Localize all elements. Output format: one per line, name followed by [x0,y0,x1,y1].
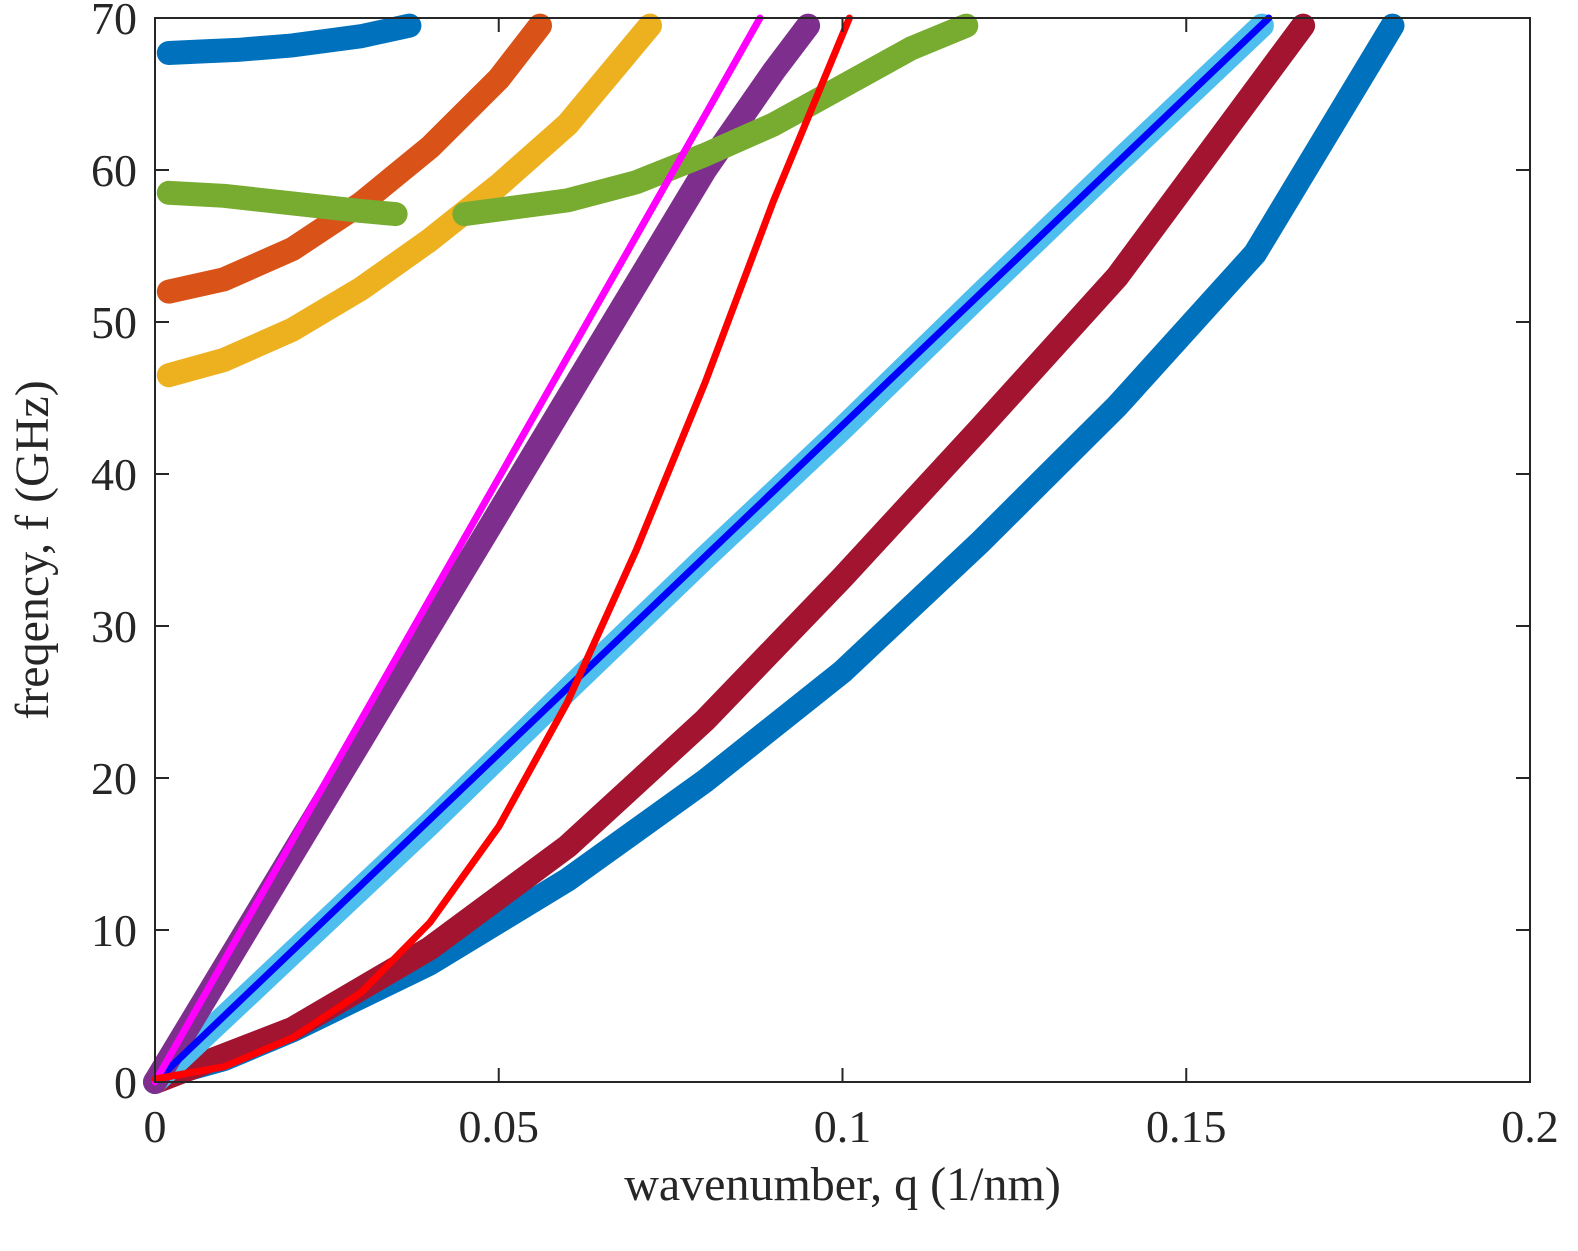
y-tick-label-6: 60 [91,145,137,196]
y-tick-label-2: 20 [91,753,137,804]
ticks-layer: 0 0.05 0.1 0.15 0.2 0 10 20 30 40 50 60 70 [91,0,1559,1152]
line-series-11 [151,14,853,1083]
y-tick-label-0: 0 [114,1057,137,1108]
y-tick-label-1: 10 [91,905,137,956]
series-layer [143,13,1405,1094]
x-tick-label-0: 0 [144,1101,167,1152]
y-tick-label-7: 70 [91,0,137,44]
line-series-9 [151,14,1273,1086]
line-series-10 [151,14,764,1086]
x-tick-label-3: 0.15 [1146,1101,1227,1152]
y-axis-label: freqency, f (GHz) [6,380,59,719]
plot-frame [154,17,1531,1083]
dotted-series-1 [143,13,1316,1094]
x-tick-label-4: 0.2 [1501,1101,1559,1152]
dotted-series-6 [156,180,408,227]
dotted-series-4 [156,13,552,304]
dotted-series-8 [156,13,422,65]
axes-layer [154,17,1531,1083]
dotted-series-5 [156,13,662,388]
y-tick-label-5: 50 [91,297,137,348]
y-tick-label-4: 40 [91,449,137,500]
dotted-series-7 [452,13,979,227]
x-tick-label-1: 0.05 [459,1101,540,1152]
x-tick-label-2: 0.1 [814,1101,872,1152]
x-axis-label: wavenumber, q (1/nm) [624,1158,1061,1211]
y-tick-label-3: 30 [91,601,137,652]
